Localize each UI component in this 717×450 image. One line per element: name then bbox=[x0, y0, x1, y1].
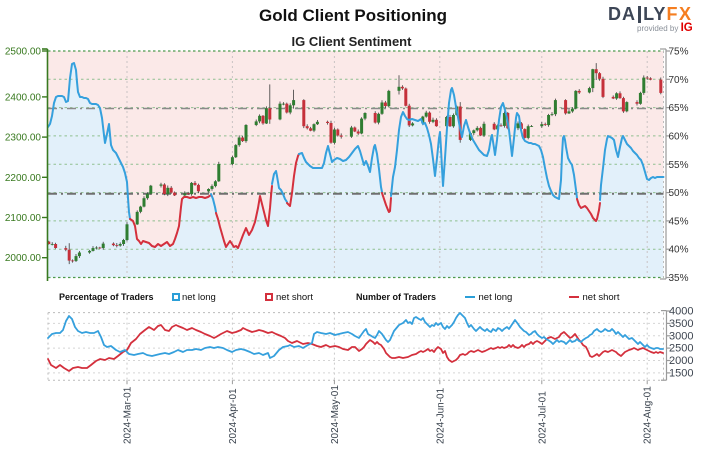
svg-text:3500: 3500 bbox=[669, 318, 693, 330]
svg-text:45%: 45% bbox=[669, 216, 689, 227]
svg-text:2500.00: 2500.00 bbox=[5, 47, 42, 58]
svg-text:2300.00: 2300.00 bbox=[5, 133, 42, 144]
svg-text:60%: 60% bbox=[669, 131, 689, 142]
svg-text:65%: 65% bbox=[669, 103, 689, 114]
svg-text:2100.00: 2100.00 bbox=[5, 213, 42, 224]
svg-text:40%: 40% bbox=[669, 245, 689, 256]
svg-text:1500: 1500 bbox=[669, 367, 693, 379]
svg-text:2000: 2000 bbox=[669, 355, 693, 367]
svg-text:70%: 70% bbox=[669, 75, 689, 86]
svg-text:2024-Apr-01: 2024-Apr-01 bbox=[228, 388, 239, 444]
svg-text:55%: 55% bbox=[669, 160, 689, 171]
svg-text:50%: 50% bbox=[669, 188, 689, 199]
svg-text:2024-Jun-01: 2024-Jun-01 bbox=[435, 387, 446, 444]
svg-text:2024-May-01: 2024-May-01 bbox=[330, 385, 341, 444]
svg-text:2000.00: 2000.00 bbox=[5, 253, 42, 264]
svg-text:2024-Jul-01: 2024-Jul-01 bbox=[537, 391, 548, 444]
svg-text:2200.00: 2200.00 bbox=[5, 173, 42, 184]
svg-text:35%: 35% bbox=[669, 273, 689, 284]
svg-text:2024-Aug-01: 2024-Aug-01 bbox=[643, 386, 654, 444]
svg-text:2400.00: 2400.00 bbox=[5, 92, 42, 103]
svg-text:3000: 3000 bbox=[669, 330, 693, 342]
svg-text:4000: 4000 bbox=[669, 306, 693, 318]
svg-text:2024-Mar-01: 2024-Mar-01 bbox=[123, 386, 134, 444]
svg-text:2500: 2500 bbox=[669, 343, 693, 355]
svg-text:75%: 75% bbox=[669, 47, 689, 58]
